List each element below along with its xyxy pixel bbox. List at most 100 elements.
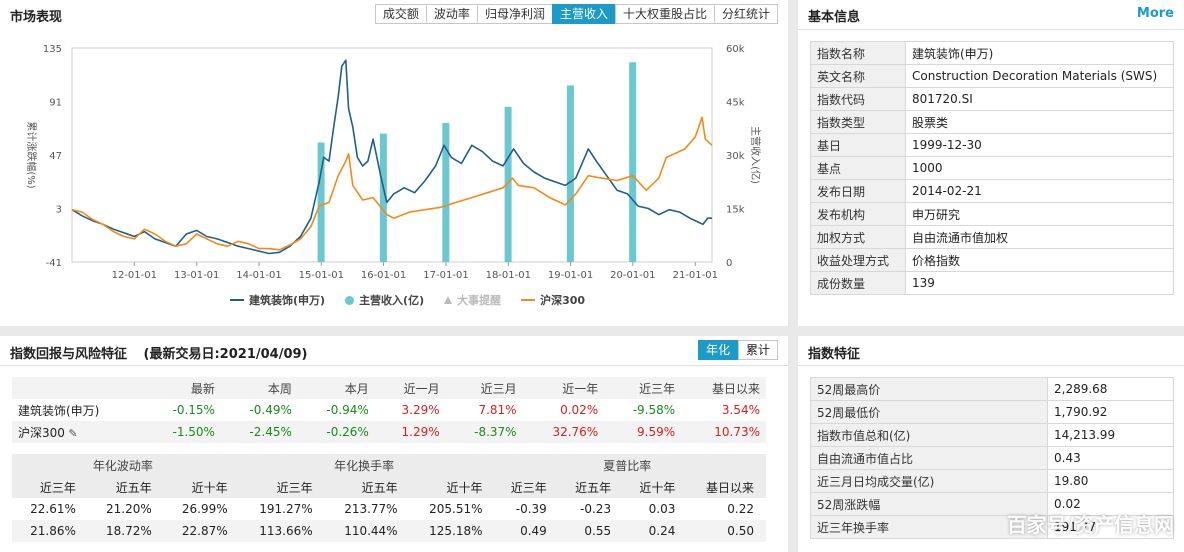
row-key: 近三年换手率 bbox=[810, 515, 1048, 539]
row-value: 1000 bbox=[905, 156, 1174, 180]
table-row: 52周最高价 2,289.68 bbox=[810, 377, 1174, 401]
tab-2[interactable]: 归母净利润 bbox=[476, 4, 553, 24]
index-features-table: 52周最高价 2,289.68 52周最低价 1,790.92 指数市值总和(亿) 14,… bbox=[810, 377, 1174, 539]
market-chart: -41 3 47 91 135 0 15k 30k 45k 60k 12-01-01 13-01-01… bbox=[25, 44, 762, 281]
chart-legend: 建筑装饰(申万) 主营收入(亿) 大事提醒 沪深300 bbox=[230, 292, 605, 308]
table-row: 发布机构 申万研究 bbox=[810, 202, 1174, 226]
column-header: 近五年 bbox=[361, 480, 398, 495]
row-key: 英文名称 bbox=[810, 64, 906, 88]
y2-tick-label: 60k bbox=[726, 44, 745, 55]
row-value: 1999-12-30 bbox=[905, 133, 1174, 157]
row-value: Construction Decoration Materials (SWS) bbox=[905, 64, 1174, 88]
tab-1[interactable]: 波动率 bbox=[425, 4, 478, 24]
metric-value: 113.66% bbox=[259, 524, 313, 538]
x-tick-label: 12-01-01 bbox=[112, 270, 157, 281]
row-key: 基点 bbox=[810, 156, 906, 180]
return-value: 10.73% bbox=[714, 425, 760, 439]
y2-tick-label: 15k bbox=[726, 205, 745, 216]
latest-trade-date: (最新交易日:2021/04/09) bbox=[143, 347, 308, 362]
row-key: 发布机构 bbox=[810, 202, 906, 226]
x-tick-label: 19-01-01 bbox=[548, 270, 593, 281]
return-value: 0.02% bbox=[560, 403, 599, 417]
returns-table: 最新 本周 本月 近一月 近三月 近一年 近三年 基日以来 建筑装饰(申万) -0.15% -0.4… bbox=[12, 377, 766, 443]
return-value: -0.15% bbox=[172, 403, 215, 417]
column-header: 近三年 bbox=[639, 381, 676, 396]
dot-icon bbox=[345, 295, 355, 305]
table-row: 基日 1999-12-30 bbox=[810, 133, 1174, 157]
y-tick-label: -41 bbox=[46, 258, 62, 269]
returns-title-text: 指数回报与风险特征 bbox=[10, 347, 128, 362]
row-key: 成份数量 bbox=[810, 271, 906, 295]
edit-icon[interactable]: ✎ bbox=[64, 426, 78, 440]
row-value: 801720.SI bbox=[905, 87, 1174, 111]
return-value: 32.76% bbox=[552, 425, 599, 439]
row-value: 申万研究 bbox=[905, 202, 1174, 226]
line-icon bbox=[521, 299, 536, 301]
x-tick-label: 18-01-01 bbox=[486, 270, 531, 281]
tab-3[interactable]: 主营收入 bbox=[551, 4, 616, 24]
column-header bbox=[12, 377, 144, 399]
table-row: 指数代码 801720.SI bbox=[810, 87, 1174, 111]
row-value: 自由流通市值加权 bbox=[905, 225, 1174, 249]
table-row: 基点 1000 bbox=[810, 156, 1174, 180]
metric-value: 22.87% bbox=[181, 524, 228, 538]
series-line-construction bbox=[71, 59, 712, 255]
revenue-bar bbox=[504, 106, 512, 262]
row-key: 自由流通市值占比 bbox=[810, 446, 1048, 470]
risk-row: 21.86% 18.72% 22.87% 113.66% 110.44% 125.18% 0… bbox=[12, 520, 766, 542]
index-name-cell: 建筑装饰(申万) bbox=[12, 399, 144, 421]
row-key: 指数名称 bbox=[810, 41, 906, 65]
legend-item[interactable]: 主营收入(亿) bbox=[345, 292, 424, 308]
metric-value: 0.55 bbox=[584, 524, 612, 538]
tab-0[interactable]: 成交额 bbox=[374, 4, 427, 24]
y2-tick-label: 45k bbox=[726, 98, 745, 109]
column-header: 近十年 bbox=[191, 480, 228, 495]
row-key: 52周最低价 bbox=[810, 400, 1048, 424]
y2-axis-title: 主营收入(亿) bbox=[749, 126, 762, 184]
cumulative-button[interactable]: 累计 bbox=[738, 340, 779, 360]
column-header: 近三年 bbox=[39, 480, 76, 495]
return-value: -0.49% bbox=[249, 403, 292, 417]
revenue-bar bbox=[442, 122, 450, 263]
risk-table: 年化波动率 年化换手率 夏普比率 近三年 近五年 近十年 近三年 近五年 近十年 近三年 近五年 近十… bbox=[12, 454, 766, 542]
annualized-button[interactable]: 年化 bbox=[698, 340, 739, 360]
return-value: -9.58% bbox=[632, 403, 676, 417]
divider bbox=[798, 365, 1184, 366]
table-row: 52周最低价 1,790.92 bbox=[810, 400, 1174, 424]
x-tick-label: 15-01-01 bbox=[299, 270, 344, 281]
y-tick-label: 135 bbox=[43, 44, 62, 55]
tab-4[interactable]: 十大权重股占比 bbox=[614, 4, 715, 24]
group-header: 年化换手率 bbox=[334, 458, 395, 473]
metric-value: 205.51% bbox=[429, 502, 483, 516]
metric-value: 18.72% bbox=[106, 524, 152, 538]
legend-item[interactable]: 建筑装饰(申万) bbox=[230, 292, 325, 308]
table-row: 近三年换手率 191.27 bbox=[810, 515, 1174, 539]
row-value: 139 bbox=[905, 271, 1174, 295]
divider bbox=[0, 365, 788, 366]
row-key: 基日 bbox=[810, 133, 906, 157]
column-header: 近三年 bbox=[276, 480, 313, 495]
return-value: 3.54% bbox=[721, 403, 760, 417]
metric-value: 21.20% bbox=[106, 502, 152, 516]
return-value: 7.81% bbox=[478, 403, 517, 417]
more-link[interactable]: More bbox=[1136, 6, 1174, 21]
table-row: 发布日期 2014-02-21 bbox=[810, 179, 1174, 203]
row-value: 价格指数 bbox=[905, 248, 1174, 272]
basic-info-title: 基本信息 bbox=[808, 10, 861, 25]
legend-item[interactable]: 沪深300 bbox=[521, 292, 585, 308]
metric-value: 125.18% bbox=[429, 524, 483, 538]
row-value: 1,790.92 bbox=[1047, 400, 1174, 424]
revenue-bar bbox=[629, 62, 637, 263]
row-key: 52周最高价 bbox=[810, 377, 1048, 401]
metric-value: 213.77% bbox=[344, 502, 398, 516]
return-value: -8.37% bbox=[474, 425, 517, 439]
market-panel: 市场表现 成交额 波动率 归母净利润 主营收入 十大权重股占比 分红统计 -41 3 47 91… bbox=[0, 0, 788, 326]
tab-5[interactable]: 分红统计 bbox=[713, 4, 778, 24]
metric-value: -0.23 bbox=[580, 502, 612, 516]
row-key: 收益处理方式 bbox=[810, 248, 906, 272]
returns-row: 建筑装饰(申万) -0.15% -0.49% -0.94% 3.29% 7.81% 0.02… bbox=[12, 399, 766, 421]
return-value: 9.59% bbox=[637, 425, 676, 439]
group-header: 年化波动率 bbox=[92, 458, 153, 473]
row-value: 2014-02-21 bbox=[905, 179, 1174, 203]
legend-item[interactable]: 大事提醒 bbox=[444, 292, 501, 308]
